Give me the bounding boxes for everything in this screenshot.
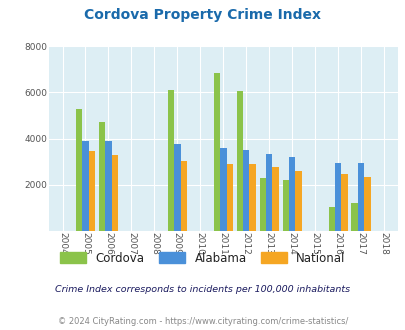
Bar (351, 203, 357, 231)
Bar (88, 151, 95, 231)
Bar (98, 122, 105, 231)
Bar (265, 154, 272, 231)
Bar (226, 164, 232, 231)
Bar (180, 160, 187, 231)
Bar (334, 163, 341, 231)
Bar (341, 174, 347, 231)
Text: Cordova Property Crime Index: Cordova Property Crime Index (84, 8, 321, 22)
Bar (357, 163, 363, 231)
Legend: Cordova, Alabama, National: Cordova, Alabama, National (60, 252, 345, 265)
Text: Crime Index corresponds to incidents per 100,000 inhabitants: Crime Index corresponds to incidents per… (55, 285, 350, 294)
Bar (111, 155, 118, 231)
Bar (249, 164, 255, 231)
Bar (259, 178, 265, 231)
Bar (363, 177, 370, 231)
Bar (82, 141, 88, 231)
Bar (295, 171, 301, 231)
Bar (328, 207, 334, 231)
Bar (213, 73, 220, 231)
Bar (236, 91, 243, 231)
Bar (76, 109, 82, 231)
Text: © 2024 CityRating.com - https://www.cityrating.com/crime-statistics/: © 2024 CityRating.com - https://www.city… (58, 317, 347, 326)
Bar (282, 180, 288, 231)
Bar (167, 90, 174, 231)
Bar (174, 145, 180, 231)
Bar (272, 168, 278, 231)
Bar (288, 157, 295, 231)
Bar (243, 150, 249, 231)
Bar (220, 148, 226, 231)
Bar (105, 141, 111, 231)
